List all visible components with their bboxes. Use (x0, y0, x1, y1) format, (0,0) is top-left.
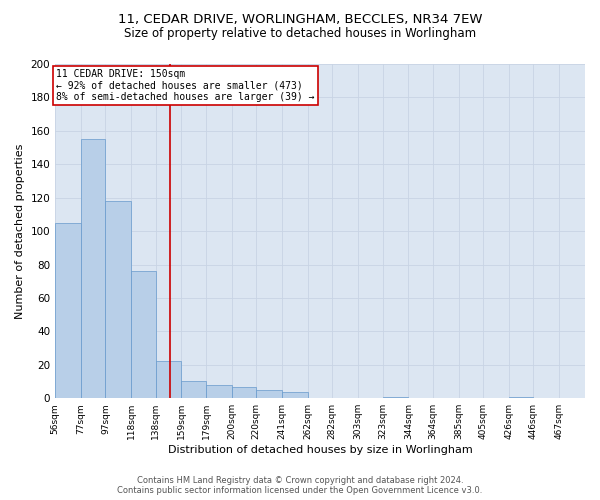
Bar (131, 271, 156, 398)
Bar (232, 386, 256, 398)
Bar (509, 396, 533, 398)
Bar (81, 139, 106, 398)
Text: 11, CEDAR DRIVE, WORLINGHAM, BECCLES, NR34 7EW: 11, CEDAR DRIVE, WORLINGHAM, BECCLES, NR… (118, 12, 482, 26)
Bar (55, 222, 81, 398)
Text: Contains HM Land Registry data © Crown copyright and database right 2024.
Contai: Contains HM Land Registry data © Crown c… (118, 476, 482, 495)
Y-axis label: Number of detached properties: Number of detached properties (15, 144, 25, 319)
Bar (256, 390, 282, 398)
X-axis label: Distribution of detached houses by size in Worlingham: Distribution of detached houses by size … (168, 445, 472, 455)
Bar (206, 385, 232, 398)
Bar (282, 392, 308, 398)
Bar (383, 396, 409, 398)
Bar (106, 201, 131, 398)
Text: Size of property relative to detached houses in Worlingham: Size of property relative to detached ho… (124, 28, 476, 40)
Text: 11 CEDAR DRIVE: 150sqm
← 92% of detached houses are smaller (473)
8% of semi-det: 11 CEDAR DRIVE: 150sqm ← 92% of detached… (56, 69, 315, 102)
Bar (181, 382, 206, 398)
Bar (156, 362, 181, 398)
